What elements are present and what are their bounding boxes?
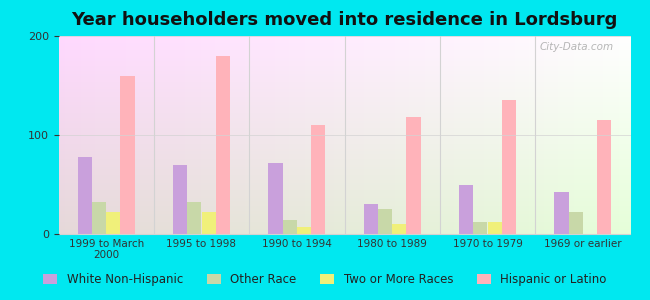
Bar [120,76,135,234]
Bar [187,202,202,234]
Bar [268,163,283,234]
Bar [406,117,421,234]
Bar [106,212,120,234]
Bar [92,202,106,234]
Bar [202,212,216,234]
Text: City-Data.com: City-Data.com [540,42,614,52]
Bar [311,125,326,234]
Bar [597,120,612,234]
Bar [554,192,569,234]
Bar [77,157,92,234]
Title: Year householders moved into residence in Lordsburg: Year householders moved into residence i… [72,11,618,29]
Bar [363,204,378,234]
Bar [173,165,187,234]
Bar [502,100,516,234]
Bar [473,222,488,234]
Bar [297,227,311,234]
Bar [378,209,392,234]
Bar [569,212,583,234]
Bar [488,222,502,234]
Legend: White Non-Hispanic, Other Race, Two or More Races, Hispanic or Latino: White Non-Hispanic, Other Race, Two or M… [38,269,612,291]
Bar [216,56,230,234]
Bar [459,184,473,234]
Bar [392,224,406,234]
Bar [283,220,297,234]
